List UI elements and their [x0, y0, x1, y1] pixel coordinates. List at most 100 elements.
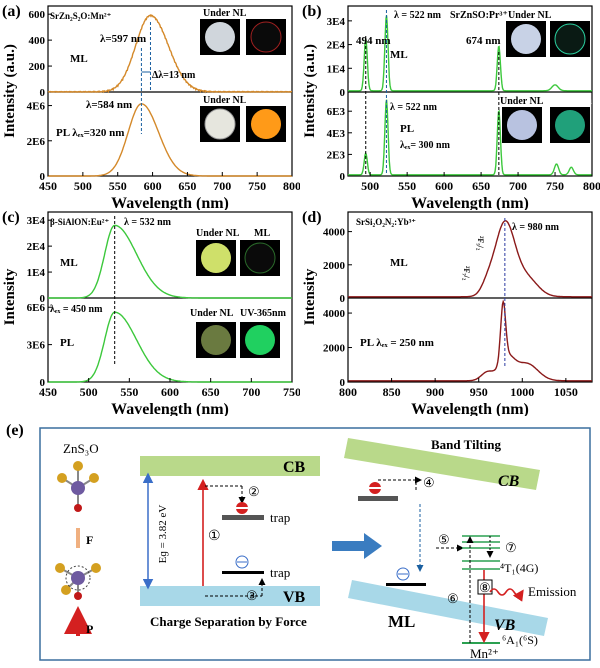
- ylabel-d: Intensity: [302, 268, 318, 325]
- xtick-label-a-2: 550: [109, 179, 127, 193]
- xtick-label-d-5: 1050: [554, 385, 578, 399]
- molecule-bottom: [55, 563, 101, 600]
- step-4: ④: [423, 475, 435, 490]
- ylabel-b: Intensity (a.u.): [302, 44, 318, 138]
- label-c-ml: ML: [60, 257, 78, 269]
- label-a-ml-peak: λ=597 nm: [100, 33, 146, 45]
- xtick-label-d-3: 950: [470, 385, 488, 399]
- ylabel-a: Intensity (a.u.): [2, 44, 18, 138]
- panel-label-c: (c): [2, 209, 20, 226]
- trap-bottom-label: trap: [270, 565, 290, 580]
- label-b-pl: PL: [400, 123, 414, 135]
- xtick-label-c-3: 600: [161, 385, 179, 399]
- inset-label-b-nl2: Under NL: [500, 96, 544, 107]
- trap-top-bar: [222, 515, 264, 520]
- transition-arrow: [332, 533, 382, 559]
- a1-label: ⁶A₁(⁶S): [502, 633, 538, 647]
- ytick-label-a-0-3: 600: [29, 9, 46, 21]
- series-line-c-ml: [48, 224, 292, 299]
- step-2: ②: [248, 484, 260, 499]
- xtick-label-c-1: 500: [80, 385, 98, 399]
- inset-label-c-nl: Under NL: [196, 228, 240, 239]
- xtick-label-d-4: 1000: [510, 385, 534, 399]
- ytick-label-a-0-0: 0: [40, 87, 46, 99]
- vb-label: VB: [283, 589, 306, 606]
- panel-label-d: (d): [302, 209, 322, 226]
- ytick-label-a-0-2: 400: [29, 35, 46, 47]
- trap-right-bottom: [386, 583, 426, 586]
- host-label: ZnS₃O: [63, 441, 99, 456]
- panel-c: 0 1E4 2E4 3E4 0 3E6 6E6 450 500 550 600 650 700 750 Wa…: [0, 206, 301, 421]
- trap-right-bar: [358, 496, 398, 501]
- series-line-b-pl: [348, 99, 592, 176]
- label-a-shift: Δλ=13 nm: [152, 70, 196, 81]
- gap-label: Eɡ = 3.82 eV: [157, 505, 169, 564]
- ytick-label-b-1-1: 2E3: [327, 149, 346, 161]
- ytick-label-a-1-2: 4E6: [27, 101, 46, 113]
- step-1: ①: [208, 529, 221, 544]
- ytick-label-a-1-1: 2E6: [27, 136, 46, 148]
- series-line-a-ml: [47, 14, 292, 94]
- inset-label-a-nl2: Under NL: [203, 95, 247, 106]
- chart-c: 0 1E4 2E4 3E4 0 3E6 6E6 450 500 550 600 650 700 750 Wa…: [2, 209, 301, 418]
- inset-label-c-ml: ML: [254, 228, 270, 239]
- xtick-label-c-0: 450: [39, 385, 57, 399]
- cb-tilted: [344, 438, 540, 490]
- label-d-level-2: ²F₇/₂: [462, 266, 471, 281]
- label-d-ml: ML: [390, 257, 408, 269]
- force-label: F: [86, 533, 93, 547]
- label-b-pl-peak: λ = 522 nm: [390, 102, 438, 113]
- label-b-494: 494 nm: [356, 35, 391, 47]
- xtick-label-d-1: 850: [383, 385, 401, 399]
- diagram-e: (e) ZnS₃O F P: [6, 422, 591, 661]
- ytick-label-c-0-2: 2E4: [27, 241, 46, 253]
- ytick-label-d-1-2: 4000: [323, 308, 346, 320]
- xtick-label-a-5: 700: [213, 179, 231, 193]
- inset-label-b-uv: UV-254nm: [546, 96, 593, 107]
- xtick-label-b-0: 500: [361, 179, 379, 193]
- series-line-d-pl: [348, 299, 592, 382]
- xlabel-d: Wavelength (nm): [411, 401, 529, 416]
- label-c-pl: PL: [60, 337, 74, 349]
- ytick-label-d-1-0: 0: [340, 377, 346, 389]
- xtick-label-d-0: 800: [339, 385, 357, 399]
- diagram-frame: [39, 427, 591, 661]
- vb-tilted: [348, 580, 548, 636]
- panel-a: 0 200 400 600 0 2E6 4E6 450 500 550 600 650 700 750 80…: [0, 0, 301, 215]
- step-7: ⑦: [505, 540, 517, 555]
- electron-right-dash: [369, 487, 381, 489]
- inset-c-uv: [245, 325, 275, 355]
- inset-b-uv: [555, 110, 585, 140]
- panel-e: (e) ZnS₃O F P: [0, 418, 600, 663]
- t1-label: ⁴T₁(4G): [500, 561, 538, 575]
- ytick-label-c-1-2: 6E6: [27, 302, 46, 314]
- inset-c-nl: [201, 243, 231, 273]
- inset-label-b-ml: ML: [558, 10, 574, 21]
- ytick-label-b-0-2: 2E4: [327, 40, 346, 52]
- ytick-label-c-0-0: 0: [40, 293, 46, 305]
- step-6: ⑥: [447, 591, 459, 606]
- xlabel-c: Wavelength (nm): [111, 401, 229, 416]
- label-b-ml: ML: [390, 49, 408, 61]
- label-a-pl-peak: λ=584 nm: [86, 99, 132, 111]
- chart-a: 0 200 400 600 0 2E6 4E6 450 500 550 600 650 700 750 80…: [2, 3, 301, 212]
- cb-label: CB: [283, 459, 306, 476]
- xtick-label-c-6: 750: [283, 385, 300, 399]
- xtick-label-c-2: 550: [120, 385, 138, 399]
- mn-levels: [462, 535, 500, 644]
- label-b-pl-ex: λₑₓ= 300 nm: [400, 140, 451, 151]
- xtick-label-b-1: 550: [398, 179, 416, 193]
- xtick-label-d-2: 900: [426, 385, 444, 399]
- xtick-label-c-5: 700: [242, 385, 260, 399]
- xtick-label-b-4: 700: [509, 179, 527, 193]
- chart-d: 0 2000 4000 0 2000 4000 800 850 900 950 1000 1050 Wa…: [302, 209, 593, 418]
- step-3: ③: [246, 588, 258, 603]
- ytick-label-d-0-0: 0: [340, 293, 346, 305]
- label-a-pl: PL λₑₓ=320 nm: [56, 127, 124, 139]
- ytick-label-b-1-3: 6E3: [327, 106, 346, 118]
- electron-top-dash: [236, 507, 248, 509]
- inset-a-uv: [251, 109, 281, 139]
- charge-sep-label: Charge Separation by Force: [150, 614, 307, 629]
- ytick-label-c-1-0: 0: [40, 377, 46, 389]
- label-c-peak: λ = 532 nm: [124, 217, 172, 228]
